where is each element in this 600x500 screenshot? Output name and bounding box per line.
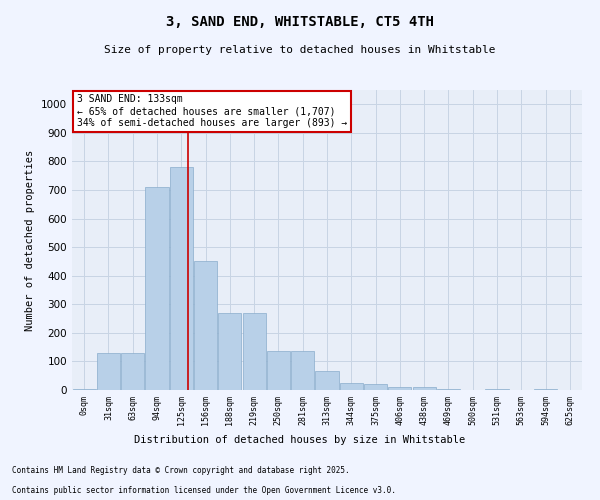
- Bar: [267, 352, 290, 390]
- Text: 3, SAND END, WHITSTABLE, CT5 4TH: 3, SAND END, WHITSTABLE, CT5 4TH: [166, 15, 434, 29]
- Bar: [534, 388, 557, 390]
- Y-axis label: Number of detached properties: Number of detached properties: [25, 150, 35, 330]
- Text: Contains HM Land Registry data © Crown copyright and database right 2025.: Contains HM Land Registry data © Crown c…: [12, 466, 350, 475]
- Bar: [388, 387, 412, 390]
- Bar: [485, 388, 509, 390]
- Bar: [316, 372, 338, 390]
- Text: 3 SAND END: 133sqm
← 65% of detached houses are smaller (1,707)
34% of semi-deta: 3 SAND END: 133sqm ← 65% of detached hou…: [77, 94, 347, 128]
- Bar: [73, 388, 95, 390]
- Text: Contains public sector information licensed under the Open Government Licence v3: Contains public sector information licen…: [12, 486, 396, 495]
- Bar: [121, 353, 144, 390]
- Text: Distribution of detached houses by size in Whitstable: Distribution of detached houses by size …: [134, 435, 466, 445]
- Text: Size of property relative to detached houses in Whitstable: Size of property relative to detached ho…: [104, 45, 496, 55]
- Bar: [364, 384, 387, 390]
- Bar: [413, 387, 436, 390]
- Bar: [242, 313, 266, 390]
- Bar: [291, 352, 314, 390]
- Bar: [194, 262, 217, 390]
- Bar: [97, 353, 120, 390]
- Bar: [437, 388, 460, 390]
- Bar: [170, 167, 193, 390]
- Bar: [340, 383, 363, 390]
- Bar: [218, 313, 241, 390]
- Bar: [145, 187, 169, 390]
